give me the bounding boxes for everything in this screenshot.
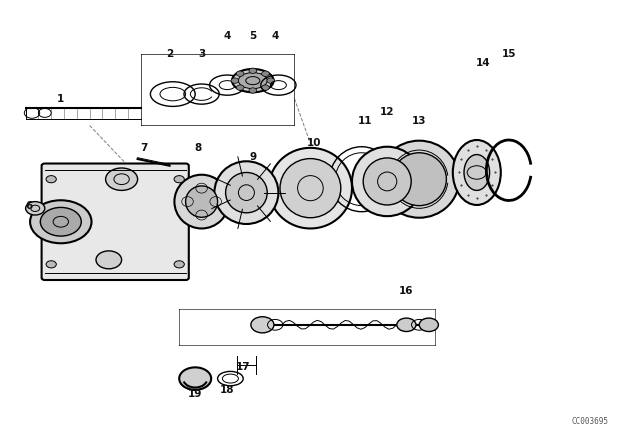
Circle shape	[26, 202, 45, 215]
Text: 15: 15	[502, 49, 516, 59]
Ellipse shape	[352, 147, 422, 216]
Circle shape	[30, 200, 92, 243]
Circle shape	[262, 85, 269, 90]
Circle shape	[179, 367, 211, 390]
Text: 8: 8	[195, 143, 202, 153]
Circle shape	[106, 168, 138, 190]
Ellipse shape	[214, 161, 278, 224]
Circle shape	[236, 85, 244, 90]
Ellipse shape	[232, 69, 274, 92]
Text: 5: 5	[249, 31, 257, 41]
Circle shape	[419, 318, 438, 332]
Text: 2: 2	[166, 49, 173, 59]
Circle shape	[236, 71, 244, 76]
Text: 3: 3	[198, 49, 205, 59]
Circle shape	[174, 176, 184, 183]
Circle shape	[249, 68, 257, 73]
Circle shape	[46, 176, 56, 183]
Ellipse shape	[186, 186, 218, 217]
FancyBboxPatch shape	[42, 164, 189, 280]
Text: 12: 12	[380, 107, 394, 117]
Ellipse shape	[364, 158, 412, 205]
Text: CC003695: CC003695	[571, 417, 608, 426]
Text: 4: 4	[223, 31, 231, 41]
Ellipse shape	[226, 172, 268, 213]
Ellipse shape	[453, 140, 501, 205]
Circle shape	[267, 78, 275, 83]
Text: 19: 19	[188, 389, 202, 399]
Text: 7: 7	[140, 143, 148, 153]
Circle shape	[249, 88, 257, 93]
Ellipse shape	[269, 148, 352, 228]
Circle shape	[46, 261, 56, 268]
Circle shape	[231, 78, 239, 83]
Text: 6: 6	[25, 201, 33, 211]
Circle shape	[251, 317, 274, 333]
Text: 14: 14	[476, 58, 490, 68]
Text: 16: 16	[399, 286, 413, 296]
Circle shape	[397, 318, 416, 332]
Text: 1: 1	[57, 94, 65, 103]
Text: 11: 11	[358, 116, 372, 126]
Text: 18: 18	[220, 385, 234, 395]
Text: 13: 13	[412, 116, 426, 126]
Text: 17: 17	[236, 362, 250, 372]
Circle shape	[40, 207, 81, 236]
Text: 9: 9	[249, 152, 257, 162]
Ellipse shape	[174, 175, 229, 228]
Circle shape	[262, 71, 269, 76]
Ellipse shape	[239, 73, 268, 89]
Text: 10: 10	[307, 138, 321, 148]
Ellipse shape	[392, 153, 447, 206]
Ellipse shape	[380, 141, 460, 218]
Text: 4: 4	[271, 31, 279, 41]
Ellipse shape	[464, 155, 490, 190]
Circle shape	[174, 261, 184, 268]
Circle shape	[96, 251, 122, 269]
Ellipse shape	[280, 159, 340, 218]
